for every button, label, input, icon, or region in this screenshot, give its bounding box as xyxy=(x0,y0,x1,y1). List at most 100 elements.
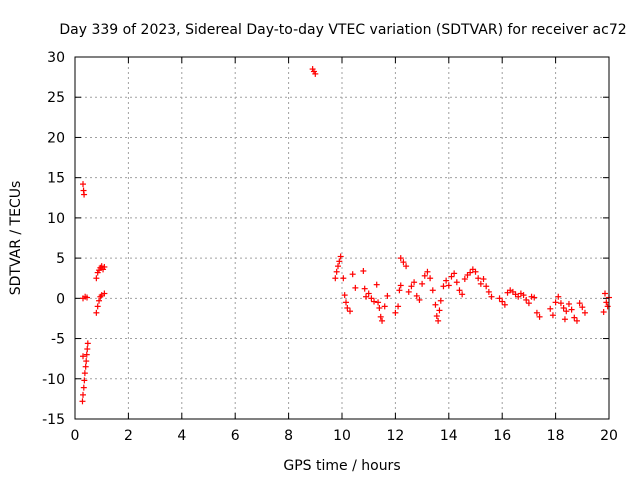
data-point xyxy=(525,300,532,307)
data-point xyxy=(80,353,87,360)
x-tick-label: 8 xyxy=(284,428,293,444)
data-point xyxy=(360,267,367,274)
data-point xyxy=(549,312,556,319)
x-tick-label: 6 xyxy=(231,428,240,444)
data-point xyxy=(485,288,492,295)
data-point xyxy=(601,290,608,297)
data-point xyxy=(563,308,570,315)
data-point xyxy=(437,297,444,304)
data-point xyxy=(480,276,487,283)
data-point xyxy=(377,313,384,320)
data-point xyxy=(419,280,426,287)
data-point xyxy=(571,314,578,321)
data-points xyxy=(79,66,612,405)
data-point xyxy=(552,299,559,306)
data-point xyxy=(344,304,351,311)
data-point xyxy=(373,281,380,288)
data-point xyxy=(496,295,503,302)
data-point xyxy=(536,313,543,320)
data-point xyxy=(368,295,375,302)
data-point xyxy=(565,300,572,307)
data-point xyxy=(395,303,402,310)
data-point xyxy=(408,283,415,290)
x-tick-label: 14 xyxy=(440,428,458,444)
data-point xyxy=(461,276,468,283)
data-point xyxy=(376,304,383,311)
data-point xyxy=(371,298,378,305)
data-point xyxy=(581,309,588,316)
data-point xyxy=(483,283,490,290)
data-point xyxy=(416,296,423,303)
data-point xyxy=(397,282,404,289)
data-point xyxy=(384,292,391,299)
data-point xyxy=(379,317,386,324)
data-point xyxy=(411,279,418,286)
data-point xyxy=(363,293,370,300)
y-tick-label: 25 xyxy=(47,90,65,106)
data-point xyxy=(83,358,90,365)
data-point xyxy=(397,255,404,262)
data-point xyxy=(429,287,436,294)
x-tick-label: 16 xyxy=(493,428,511,444)
data-point xyxy=(433,313,440,320)
data-point xyxy=(94,303,101,310)
data-point xyxy=(568,306,575,313)
chart-title: Day 339 of 2023, Sidereal Day-to-day VTE… xyxy=(59,22,626,38)
data-point xyxy=(101,290,108,297)
data-point xyxy=(333,268,340,275)
data-point xyxy=(93,309,100,316)
x-tick-label: 0 xyxy=(71,428,80,444)
data-point xyxy=(81,191,88,198)
data-point xyxy=(472,268,479,275)
x-tick-label: 10 xyxy=(333,428,351,444)
data-point xyxy=(421,272,428,279)
data-point xyxy=(336,258,343,265)
data-point xyxy=(579,304,586,311)
data-point xyxy=(453,279,460,286)
y-tick-label: 20 xyxy=(47,130,65,146)
data-point xyxy=(547,305,554,312)
data-point xyxy=(381,303,388,310)
data-point xyxy=(101,263,108,270)
data-point xyxy=(84,294,91,301)
data-point xyxy=(523,296,530,303)
y-tick-label: 5 xyxy=(56,251,65,267)
data-point xyxy=(352,284,359,291)
x-tick-label: 18 xyxy=(547,428,565,444)
data-point xyxy=(341,292,348,299)
data-point xyxy=(555,293,562,300)
data-point xyxy=(557,300,564,307)
data-point xyxy=(600,309,607,316)
x-tick-label: 2 xyxy=(124,428,133,444)
data-point xyxy=(499,298,506,305)
data-point xyxy=(432,301,439,308)
data-point xyxy=(477,280,484,287)
data-point xyxy=(83,351,90,358)
data-point xyxy=(405,288,412,295)
data-point xyxy=(443,277,450,284)
data-point xyxy=(520,292,527,299)
data-point xyxy=(96,297,103,304)
data-point xyxy=(81,370,88,377)
data-point xyxy=(451,270,458,277)
data-point xyxy=(365,290,372,297)
y-tick-label: 15 xyxy=(47,171,65,187)
gridlines xyxy=(75,57,609,419)
data-point xyxy=(392,309,399,316)
x-tick-label: 4 xyxy=(177,428,186,444)
data-point xyxy=(349,271,356,278)
data-point xyxy=(560,304,567,311)
y-tick-label: 30 xyxy=(47,50,65,66)
data-point xyxy=(82,363,89,370)
data-point xyxy=(435,317,442,324)
data-point xyxy=(81,377,88,384)
data-point xyxy=(528,293,535,300)
data-point xyxy=(312,70,319,77)
y-tick-label: -5 xyxy=(51,332,65,348)
x-tick-labels: 0 2 4 6 8 10 12 14 16 18 20 xyxy=(71,428,618,444)
data-point xyxy=(533,309,540,316)
data-point xyxy=(424,268,431,275)
data-point xyxy=(403,263,410,270)
